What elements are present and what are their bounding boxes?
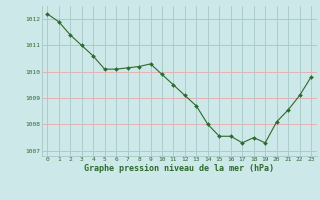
X-axis label: Graphe pression niveau de la mer (hPa): Graphe pression niveau de la mer (hPa) xyxy=(84,164,274,173)
